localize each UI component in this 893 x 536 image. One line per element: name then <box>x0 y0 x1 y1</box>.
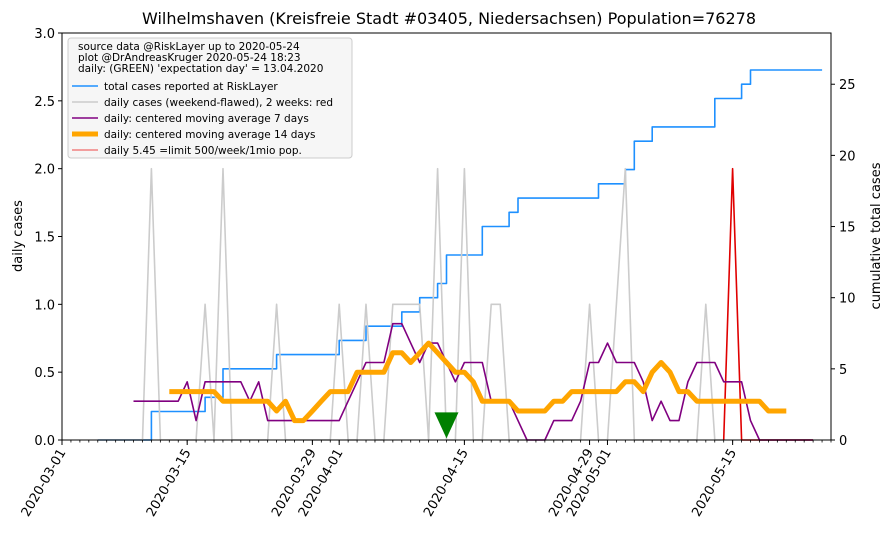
y-right-tick-label: 20 <box>839 149 856 164</box>
x-tick-label: 2020-03-01 <box>19 447 70 520</box>
y-right-tick-label: 25 <box>839 78 856 93</box>
y-left-tick-label: 2.5 <box>34 95 55 110</box>
legend-entry-label: daily: centered moving average 7 days <box>104 113 309 125</box>
series-line-3 <box>133 322 814 441</box>
x-tick-label: 2020-03-15 <box>144 447 195 520</box>
legend-entry-label: daily: centered moving average 14 days <box>104 129 316 141</box>
series-layer <box>97 69 823 441</box>
legend-header-line: daily: (GREEN) 'expectation day' = 13.04… <box>78 63 323 75</box>
y-right-tick-label: 15 <box>839 221 856 236</box>
legend-entry-label: total cases reported at RiskLayer <box>104 81 278 93</box>
legend: source data @RiskLayer up to 2020-05-24p… <box>67 37 353 159</box>
expectation-day-marker <box>434 412 459 439</box>
chart-title: Wilhelmshaven (Kreisfreie Stadt #03405, … <box>142 9 756 28</box>
y-right-tick-label: 5 <box>839 363 847 378</box>
x-tick-label: 2020-05-15 <box>689 447 740 520</box>
y-right-tick-label: 10 <box>839 292 856 307</box>
y-left-tick-label: 3.0 <box>34 27 55 42</box>
series-line-4 <box>169 340 787 424</box>
y-left-tick-label: 0.5 <box>34 366 55 381</box>
legend-entry-label: daily 5.45 =limit 500/week/1mio pop. <box>104 145 302 157</box>
y-right-tick-label: 0 <box>839 434 847 449</box>
y-left-tick-label: 1.5 <box>34 231 55 246</box>
y-left-tick-label: 0.0 <box>34 434 55 449</box>
y-left-tick-label: 2.0 <box>34 163 55 178</box>
y-left-tick-label: 1.0 <box>34 298 55 313</box>
legend-box <box>67 37 353 159</box>
legend-entry-label: daily cases (weekend-flawed), 2 weeks: r… <box>104 97 333 109</box>
x-tick-label: 2020-04-15 <box>421 447 472 520</box>
series-line-1 <box>97 167 724 441</box>
y-axis-label-right: cumulative total cases <box>869 162 884 309</box>
legend-header-line: source data @RiskLayer up to 2020-05-24 <box>78 41 300 53</box>
legend-header-line: plot @DrAndreasKruger 2020-05-24 18:23 <box>78 52 301 64</box>
series-line-0 <box>97 69 823 441</box>
y-axis-label-left: daily cases <box>11 200 26 272</box>
marker-layer <box>434 412 459 439</box>
